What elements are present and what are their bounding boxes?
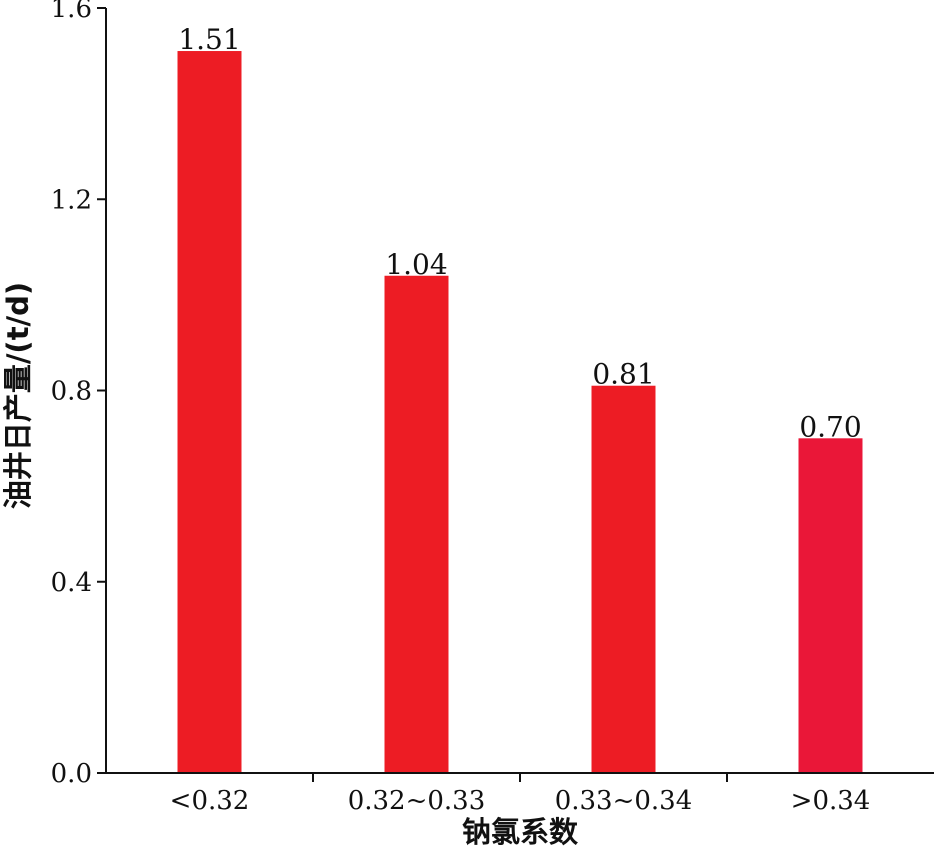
data-label: 1.51 — [178, 23, 240, 56]
data-label: 0.70 — [799, 410, 861, 443]
y-axis-title: 油井日产量/(t/d) — [1, 282, 35, 509]
y-tick-label: 0.4 — [51, 568, 92, 598]
y-tick-label: 0.0 — [51, 759, 92, 789]
bar — [384, 275, 449, 773]
bar — [798, 438, 863, 773]
bar — [591, 385, 656, 773]
x-ticks-group: <0.32 0.32~0.33 0.33~0.34 >0.34 — [170, 773, 871, 816]
x-tick-label: 0.33~0.34 — [555, 786, 693, 816]
y-tick-label: 1.6 — [51, 0, 92, 24]
data-label: 1.04 — [385, 248, 447, 281]
data-label: 0.81 — [592, 358, 654, 391]
bars-group — [177, 51, 863, 773]
y-tick-label: 0.8 — [51, 377, 92, 407]
x-tick-label: 0.32~0.33 — [348, 786, 486, 816]
x-tick-label: <0.32 — [170, 786, 250, 816]
bar — [177, 51, 242, 773]
x-tick-label: >0.34 — [791, 786, 871, 816]
data-labels-group: 1.51 1.04 0.81 0.70 — [178, 23, 861, 443]
y-ticks-group: 0.0 0.4 0.8 1.2 1.6 — [51, 0, 106, 789]
x-axis-title: 钠氯系数 — [462, 815, 579, 849]
y-tick-label: 1.2 — [51, 185, 92, 215]
